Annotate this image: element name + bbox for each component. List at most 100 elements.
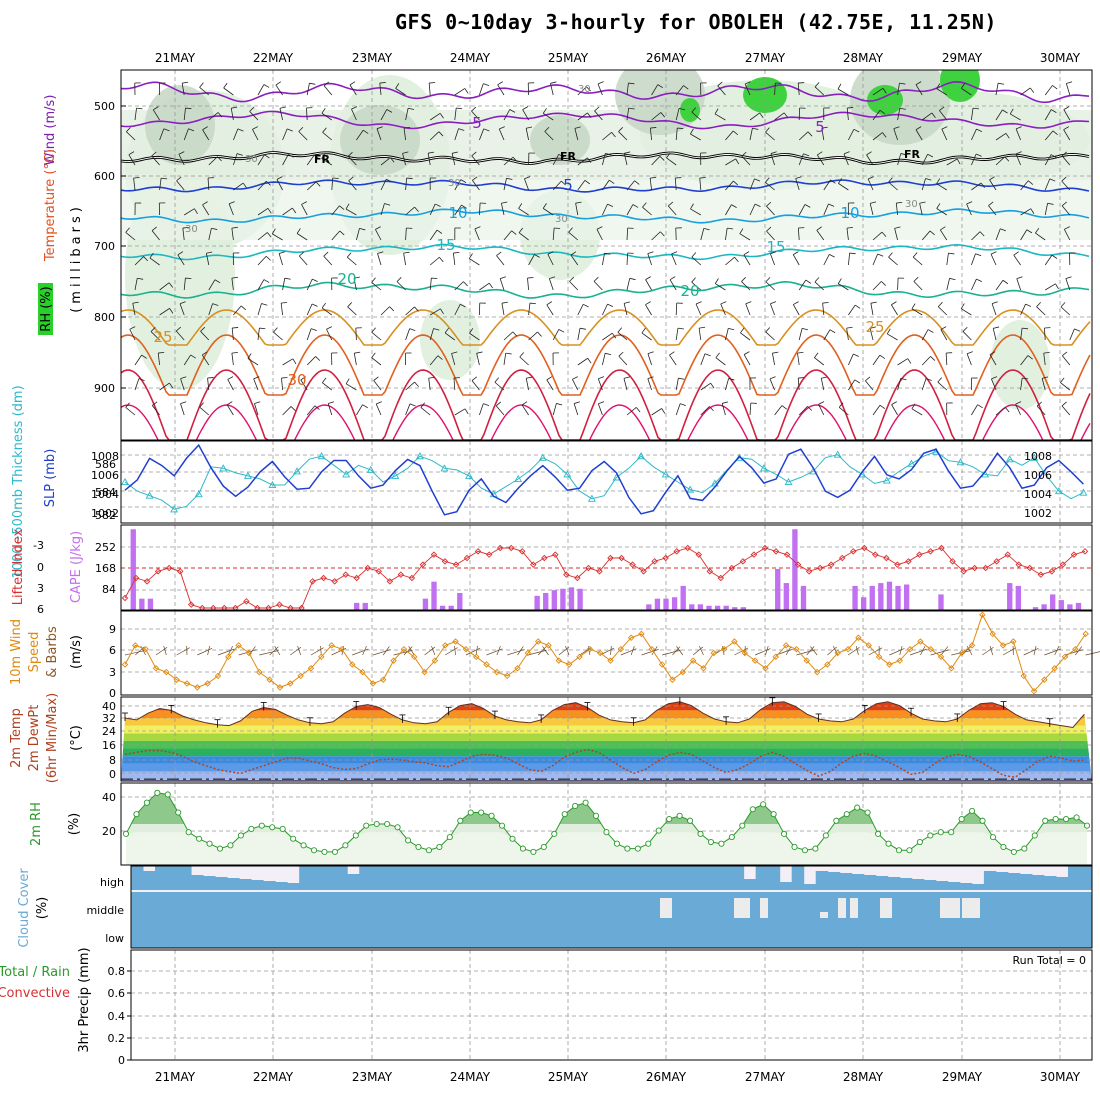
li-point bbox=[320, 574, 327, 582]
wind-barb bbox=[552, 180, 562, 191]
wind10-point bbox=[565, 661, 573, 668]
wind-barb bbox=[454, 88, 466, 96]
li-point bbox=[651, 558, 658, 565]
thickness-point bbox=[243, 471, 252, 479]
li-point bbox=[662, 554, 669, 562]
wind-barb-flag bbox=[618, 351, 624, 357]
wind-barb-flag bbox=[793, 301, 799, 305]
wind-barb bbox=[626, 108, 630, 121]
wind10-point bbox=[380, 676, 387, 683]
wind-barb-flag bbox=[804, 204, 811, 208]
wind10-point bbox=[328, 642, 335, 649]
wind-barb bbox=[452, 253, 456, 266]
wind-barb-flag bbox=[549, 276, 556, 280]
wind-barb bbox=[651, 112, 662, 121]
lifted-index-line bbox=[121, 544, 1089, 612]
wind-barb-flag bbox=[659, 156, 665, 161]
wind10-barb bbox=[827, 646, 838, 656]
rh2m-point bbox=[363, 822, 370, 829]
cape-bar bbox=[680, 585, 686, 610]
wind-barb bbox=[602, 153, 606, 166]
rh2m-point bbox=[1031, 832, 1038, 839]
wind10-barb bbox=[610, 645, 612, 656]
wind-barb-flag bbox=[769, 376, 776, 380]
thickness-point bbox=[293, 467, 301, 475]
thickness-point bbox=[170, 505, 179, 513]
wind-barb bbox=[133, 178, 136, 191]
wind-barb-flag bbox=[509, 109, 516, 113]
wind-barb bbox=[897, 83, 900, 96]
wind-barb-flag bbox=[153, 106, 159, 111]
li-point bbox=[375, 568, 383, 575]
date-label-bottom: 22MAY bbox=[253, 1070, 294, 1084]
rh2m-point bbox=[216, 845, 224, 852]
li-point bbox=[883, 554, 890, 562]
wind-barb-flag bbox=[677, 327, 684, 330]
cloud-high-cell bbox=[647, 866, 661, 890]
wind-barb bbox=[1061, 205, 1071, 216]
wind-barb bbox=[991, 303, 997, 316]
wind10-barb bbox=[408, 646, 415, 656]
rh2m-point bbox=[154, 789, 161, 796]
wind-barb-flag bbox=[202, 201, 208, 206]
wind-barb-flag bbox=[199, 82, 204, 88]
date-label-top: 22MAY bbox=[253, 51, 294, 65]
cape-bar bbox=[792, 529, 798, 610]
wind-barb bbox=[1036, 405, 1046, 416]
wind-barb bbox=[846, 108, 849, 121]
wind-barb bbox=[988, 205, 997, 216]
wind-barb-flag bbox=[583, 303, 589, 308]
wind-barb bbox=[1044, 203, 1048, 216]
wind-barb-flag bbox=[1050, 154, 1057, 158]
li-point bbox=[1059, 561, 1067, 568]
wind-barb-flag bbox=[1030, 208, 1035, 214]
wind-barb-flag bbox=[288, 154, 294, 158]
wind-barb-flag bbox=[669, 276, 676, 281]
wind-barb-flag bbox=[915, 81, 922, 86]
wind-barb-flag bbox=[691, 277, 696, 283]
wind-barb bbox=[525, 378, 529, 391]
wind-barb bbox=[331, 230, 341, 241]
wind-barb-flag bbox=[733, 130, 739, 136]
wind-barb bbox=[990, 253, 997, 266]
cloud-middle-gap bbox=[760, 898, 768, 918]
wind-barb bbox=[479, 202, 481, 216]
wind-barb bbox=[257, 279, 265, 291]
wind-barb-flag bbox=[759, 112, 764, 119]
wind-barb bbox=[1044, 254, 1053, 266]
label-rh2m: 2m RH bbox=[29, 802, 44, 846]
wind-barb-flag bbox=[311, 303, 318, 307]
wind-barb-flag bbox=[728, 378, 735, 381]
li-point bbox=[342, 571, 349, 578]
cape-bars bbox=[130, 529, 1082, 610]
wind10-point bbox=[555, 657, 563, 664]
wind-barb-flag bbox=[879, 354, 886, 359]
wind-barb bbox=[159, 382, 170, 391]
wind-barb bbox=[647, 378, 652, 391]
wind10-barb bbox=[1033, 645, 1037, 656]
wind-barb-flag bbox=[506, 177, 513, 180]
wind-barb-flag bbox=[743, 351, 750, 355]
wind-barb-flag bbox=[240, 305, 247, 311]
rh2m-point bbox=[446, 834, 453, 841]
wind-barb-flag bbox=[803, 153, 810, 157]
rh-area-high bbox=[867, 85, 903, 115]
wind-barb bbox=[700, 382, 711, 391]
wind-barb-flag bbox=[550, 81, 557, 84]
rh-contour-label: 30 bbox=[578, 84, 591, 95]
wind-barb bbox=[547, 254, 554, 266]
wind10-point bbox=[493, 668, 501, 676]
wind-barb bbox=[503, 331, 514, 341]
wind-barb-flag bbox=[821, 376, 828, 379]
cape-bar bbox=[457, 593, 463, 610]
wind-barb bbox=[795, 178, 800, 191]
wind-barb-flag bbox=[464, 88, 469, 94]
wind-barb-flag bbox=[735, 158, 740, 165]
label-precip-convective: Convective bbox=[0, 986, 70, 1001]
wind10-tick: 6 bbox=[109, 644, 116, 657]
thickness-point bbox=[1030, 453, 1039, 461]
temp-band bbox=[121, 748, 1092, 757]
wind-barb bbox=[714, 113, 726, 121]
wind10-barb bbox=[197, 648, 213, 656]
